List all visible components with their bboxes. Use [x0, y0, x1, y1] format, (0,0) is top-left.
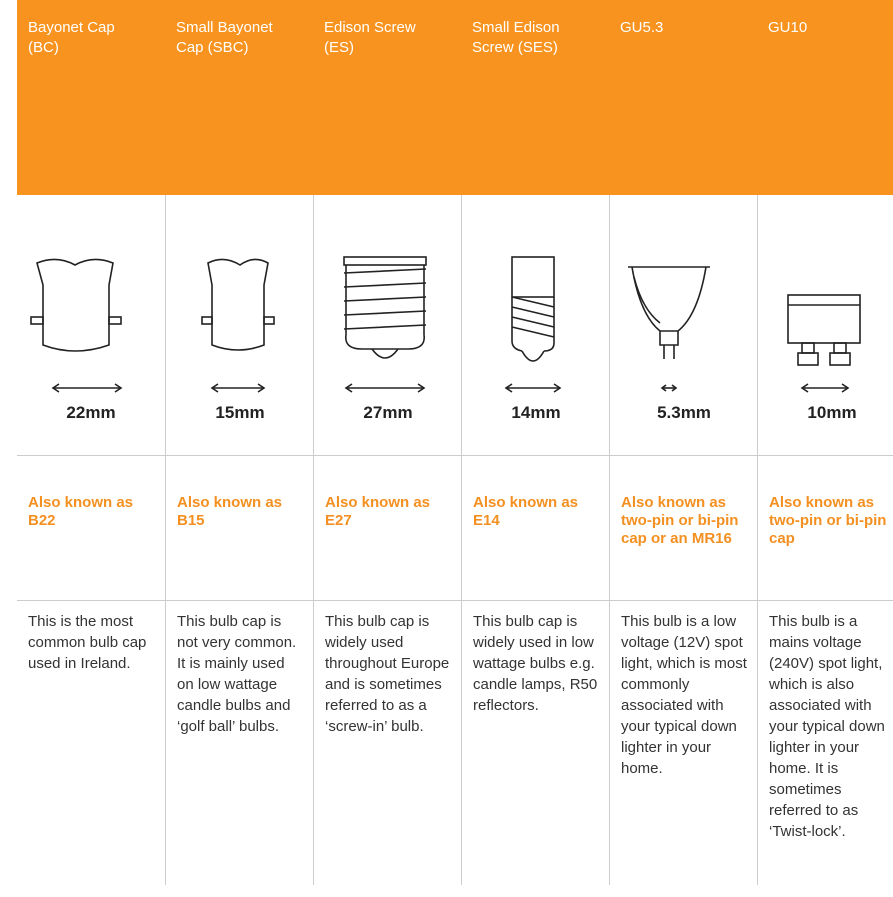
- column: GU5.3 5.3mm Also known as two-pin or bi-…: [609, 0, 757, 885]
- cap-size: 27mm: [363, 403, 413, 422]
- cap-name: Small Bayonet Cap (SBC): [165, 0, 313, 195]
- bulb-icon: 22mm: [17, 195, 165, 455]
- cap-size: 22mm: [66, 403, 116, 422]
- description: This bulb is a mains voltage (240V) spot…: [758, 600, 893, 885]
- also-known-as: Also known as E14: [462, 455, 609, 600]
- column: Small Edison Screw (SES) 14mm Also known…: [461, 0, 609, 885]
- bulb-table: Bayonet Cap (BC) 22mm Also known as B22 …: [17, 0, 893, 885]
- cap-name: Edison Screw (ES): [313, 0, 461, 195]
- cap-size: 14mm: [511, 403, 561, 422]
- description: This is the most common bulb cap used in…: [17, 600, 165, 885]
- cap-size: 10mm: [807, 403, 857, 422]
- bulb-icon: 10mm: [758, 195, 893, 455]
- description: This bulb cap is widely used in low watt…: [462, 600, 609, 885]
- bulb-icon: 27mm: [314, 195, 461, 455]
- cap-name: GU5.3: [609, 0, 757, 195]
- bulb-icon: 15mm: [166, 195, 313, 455]
- description: This bulb cap is widely used throughout …: [314, 600, 461, 885]
- also-known-as: Also known as two-pin or bi-pin cap or a…: [610, 455, 757, 600]
- column: Edison Screw (ES) 27mm Also known as E27…: [313, 0, 461, 885]
- cap-name: Bayonet Cap (BC): [17, 0, 165, 195]
- bulb-icon: 5.3mm: [610, 195, 757, 455]
- bulb-icon: 14mm: [462, 195, 609, 455]
- cap-size: 15mm: [215, 403, 265, 422]
- cap-name: GU10: [757, 0, 893, 195]
- also-known-as: Also known as B22: [17, 455, 165, 600]
- also-known-as: Also known as B15: [166, 455, 313, 600]
- description: This bulb is a low voltage (12V) spot li…: [610, 600, 757, 885]
- cap-size: 5.3mm: [657, 403, 711, 422]
- column: Bayonet Cap (BC) 22mm Also known as B22 …: [17, 0, 165, 885]
- also-known-as: Also known as E27: [314, 455, 461, 600]
- description: This bulb cap is not very common. It is …: [166, 600, 313, 885]
- also-known-as: Also known as two-pin or bi-pin cap: [758, 455, 893, 600]
- column: GU10 10mm Also known as two-pin or bi-pi…: [757, 0, 893, 885]
- cap-name: Small Edison Screw (SES): [461, 0, 609, 195]
- column: Small Bayonet Cap (SBC) 15mm Also known …: [165, 0, 313, 885]
